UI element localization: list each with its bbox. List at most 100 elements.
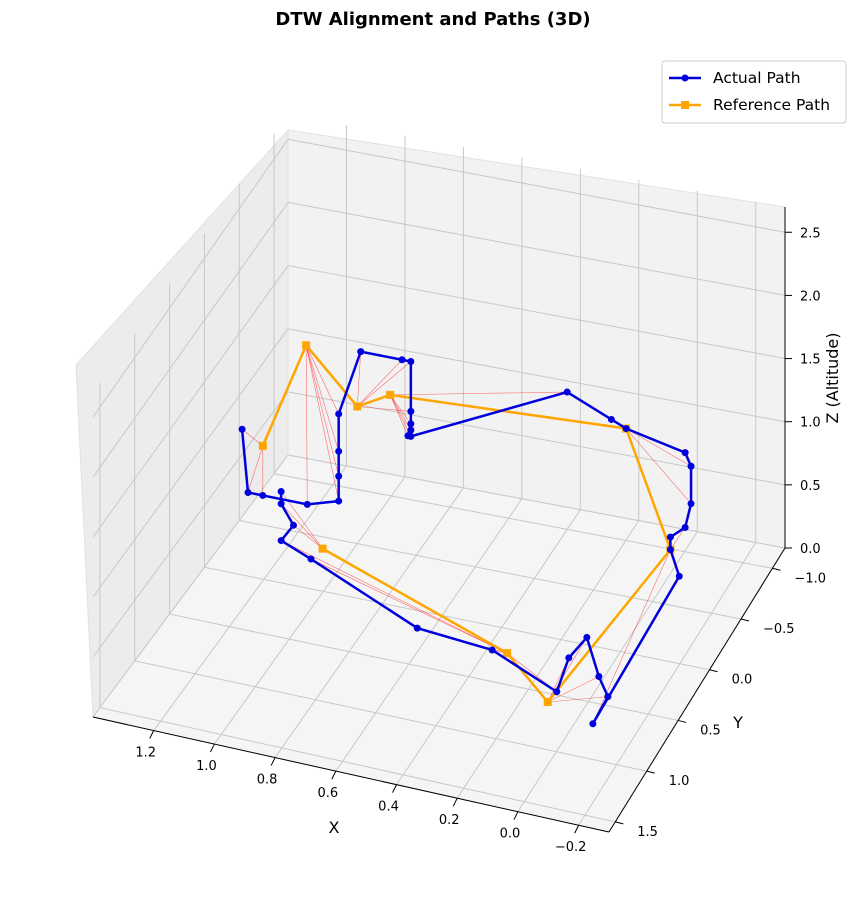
x-tick-label: 1.2	[135, 746, 156, 761]
x-tick-mark	[149, 730, 155, 739]
legend: Actual Path Reference Path	[661, 60, 847, 124]
y-tick-mark	[678, 719, 687, 723]
actual-point	[277, 537, 285, 545]
y-floor-grid-line	[134, 660, 647, 772]
alignment-line	[357, 351, 362, 407]
actual-point	[335, 447, 343, 455]
z-tick-label: 1.5	[800, 353, 821, 368]
actual-point	[604, 693, 612, 701]
actual-point	[244, 488, 252, 496]
alignment-line	[305, 345, 339, 502]
alignment-line	[357, 406, 411, 412]
z-side-grid-line	[92, 454, 289, 718]
y-tick-label: −0.5	[763, 622, 795, 637]
x-floor-grid-line	[578, 542, 757, 826]
actual-point	[488, 646, 496, 654]
z-axis-label: Z (Altitude)	[823, 332, 842, 423]
actual-point	[622, 425, 630, 433]
alignment-line	[389, 394, 409, 436]
y-tick-mark	[709, 669, 718, 673]
x-tick-label: 0.8	[257, 773, 278, 788]
actual-point	[407, 407, 415, 415]
reference-point	[318, 544, 327, 553]
alignment-line	[310, 558, 508, 654]
y-tick-label: −1.0	[794, 571, 826, 586]
panes	[75, 128, 786, 833]
z-side-grid-line	[92, 265, 289, 538]
actual-point	[259, 491, 267, 499]
alignment-line	[357, 359, 403, 407]
y-floor-grid-line	[204, 566, 710, 671]
actual-point	[398, 356, 406, 364]
alignment-line	[293, 525, 323, 549]
actual-point	[277, 500, 285, 508]
actual-point	[563, 388, 571, 396]
x-tick-mark	[331, 770, 337, 780]
y-tick-mark	[772, 567, 781, 571]
actual-point	[307, 555, 315, 563]
legend-actual-marker	[681, 74, 689, 82]
actual-point	[335, 472, 343, 480]
alignment-line	[389, 394, 412, 437]
reference-point	[386, 390, 395, 399]
legend-reference-label: Reference Path	[713, 96, 830, 114]
alignment-line	[280, 540, 508, 654]
actual-point	[675, 572, 683, 580]
alignment-line	[626, 428, 692, 467]
actual-point	[238, 425, 246, 433]
alignment-line	[280, 503, 323, 549]
actual-point	[589, 720, 597, 728]
x-axis-line	[92, 716, 610, 833]
actual-point	[595, 672, 603, 680]
x-floor-grid-line	[335, 498, 523, 772]
actual-point	[335, 410, 343, 418]
alignment-line	[247, 445, 264, 493]
y-tick-label: 1.5	[637, 825, 658, 840]
y-floor-grid-line	[99, 707, 616, 823]
z-tick-label: 0.0	[800, 542, 821, 557]
alignment-line	[305, 345, 339, 452]
x-tick-mark	[513, 811, 519, 820]
y-axis-line	[608, 547, 786, 833]
alignment-line	[625, 428, 692, 504]
legend-box	[661, 60, 847, 124]
actual-point	[666, 546, 674, 554]
y-tick-label: 0.0	[732, 673, 753, 688]
alignment-line	[390, 391, 568, 396]
alignment-line	[305, 345, 339, 477]
x-tick-mark	[392, 784, 397, 793]
x-tick-label: −0.2	[555, 840, 587, 855]
x-tick-mark	[270, 757, 276, 766]
legend-reference-marker	[681, 101, 689, 109]
y-tick-label: 0.5	[700, 723, 721, 738]
y-floor-grid-line	[169, 613, 679, 721]
x-floor-grid-line	[274, 487, 464, 758]
actual-point	[583, 633, 591, 641]
z-side-grid-line	[92, 328, 289, 598]
actual-point	[335, 497, 343, 505]
z-back-grid-line	[287, 391, 786, 486]
axes	[92, 207, 792, 834]
z-tick-label: 2.0	[800, 289, 821, 304]
alignment-line	[547, 676, 600, 703]
x-tick-mark	[574, 825, 580, 834]
actual-point	[565, 654, 573, 662]
y-tick-mark	[740, 618, 750, 622]
z-back-grid-line	[287, 265, 786, 360]
reference-point	[258, 441, 267, 450]
x-tick-label: 0.4	[378, 800, 399, 815]
z-tick-label: 2.5	[800, 226, 821, 241]
grid-lines	[92, 124, 786, 826]
x-tick-label: 0.0	[500, 827, 521, 842]
actual-point	[687, 500, 695, 508]
z-back-grid-line	[287, 454, 786, 549]
y-floor-grid-line	[273, 473, 773, 569]
actual-point	[687, 462, 695, 470]
alignment-line	[357, 361, 412, 407]
z-back-grid-line	[287, 201, 786, 296]
y-tick-mark	[646, 770, 655, 774]
actual-point	[407, 420, 415, 428]
actual-point	[407, 426, 415, 434]
actual-point	[357, 348, 365, 356]
